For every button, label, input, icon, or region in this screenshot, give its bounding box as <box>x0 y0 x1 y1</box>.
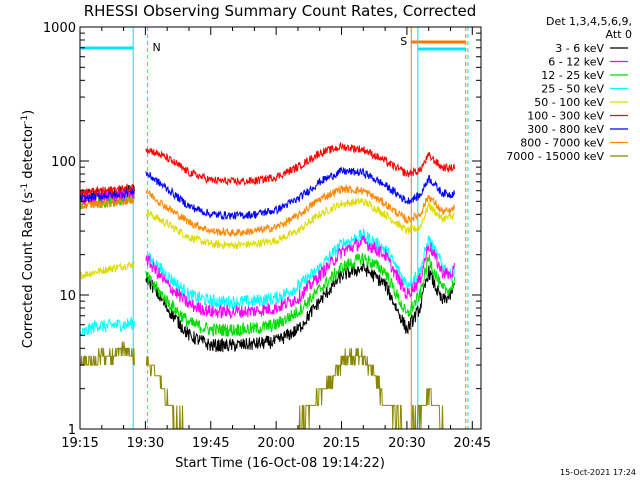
series-6 <box>79 141 455 198</box>
x-tick-label: 20:00 <box>257 436 294 451</box>
series-9 <box>80 341 455 430</box>
legend-label-8: 800 - 7000 keV <box>520 137 604 150</box>
series-line-6 <box>79 141 455 198</box>
legend-label-9: 7000 - 15000 keV <box>506 150 604 163</box>
legend-label-3: 12 - 25 keV <box>541 69 604 82</box>
series-8 <box>79 184 455 237</box>
y-label-mid: detector <box>21 123 36 183</box>
series-line-8 <box>79 184 455 237</box>
series-line-9 <box>80 341 455 430</box>
legend-label-7: 300 - 800 keV <box>527 123 604 136</box>
x-tick-label: 19:15 <box>61 436 98 451</box>
y-label-sup1: -1 <box>20 183 30 192</box>
legend-label-4: 25 - 50 keV <box>541 83 604 96</box>
axes: 19:15 19:30 19:45 20:00 20:15 20:30 20:45 1 10 10… <box>43 21 491 451</box>
series-4 <box>79 228 455 337</box>
y-label-main: Corrected Count Rate (s <box>21 192 36 349</box>
y-axis-label: Corrected Count Rate (s-1 detector-1) <box>20 110 36 348</box>
night-label: N <box>153 41 161 54</box>
x-tick-label: 19:45 <box>192 436 229 451</box>
plot-frame <box>79 26 482 430</box>
y-label-end: ) <box>21 110 36 115</box>
chart-title: RHESSI Observing Summary Count Rates, Co… <box>84 2 477 20</box>
series-5 <box>79 196 455 280</box>
series-line-4 <box>79 228 455 337</box>
x-tick-label: 20:15 <box>323 436 360 451</box>
y-tick-label: 1000 <box>43 21 76 36</box>
y-tick-label: 100 <box>51 155 76 170</box>
series-7 <box>79 166 455 221</box>
saa-label: S <box>400 35 407 48</box>
x-tick-label: 20:45 <box>454 436 491 451</box>
x-axis-label: Start Time (16-Oct-08 19:14:22) <box>175 456 385 471</box>
legend-header-1: Det 1,3,4,5,6,9, <box>546 15 632 28</box>
series-line-7 <box>79 166 455 221</box>
footer-timestamp: 15-Oct-2021 17:24 <box>560 468 636 477</box>
y-tick-label: 1 <box>68 423 76 438</box>
x-tick-label: 19:30 <box>127 436 164 451</box>
y-tick-label: 10 <box>59 289 76 304</box>
series-line-5 <box>79 196 455 280</box>
series-layer <box>79 141 455 430</box>
legend-label-6: 100 - 300 keV <box>527 110 604 123</box>
legend-header-2: Att 0 <box>606 28 632 41</box>
x-tick-label: 20:30 <box>388 436 425 451</box>
y-label-sup2: -1 <box>20 115 30 124</box>
legend-label-2: 6 - 12 keV <box>548 56 604 69</box>
legend-label-1: 3 - 6 keV <box>555 42 604 55</box>
legend-label-5: 50 - 100 keV <box>534 96 604 109</box>
